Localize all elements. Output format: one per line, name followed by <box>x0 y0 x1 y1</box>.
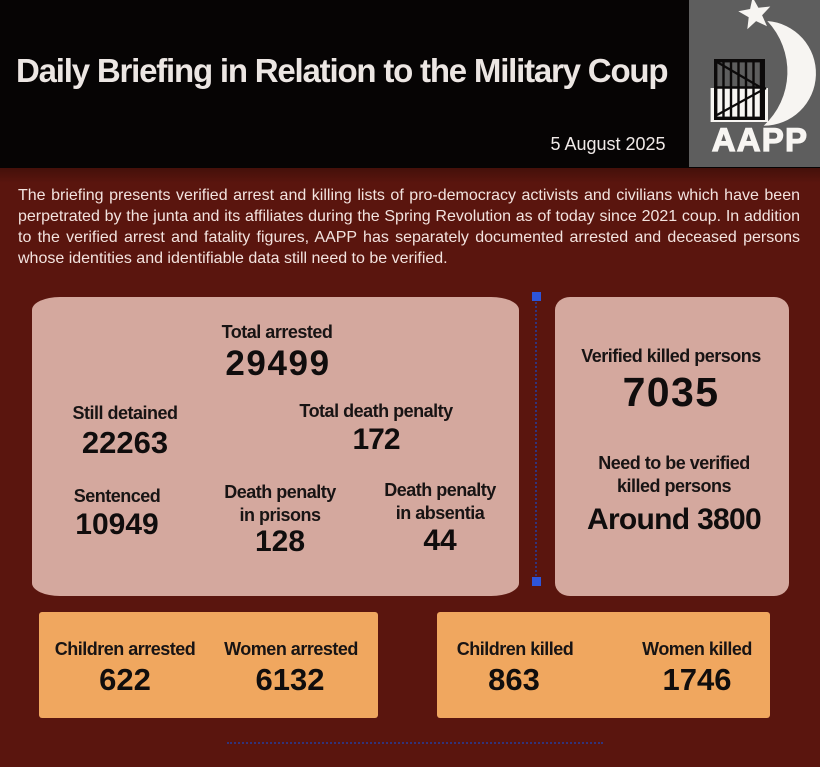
svg-text:AAPP: AAPP <box>712 121 809 158</box>
